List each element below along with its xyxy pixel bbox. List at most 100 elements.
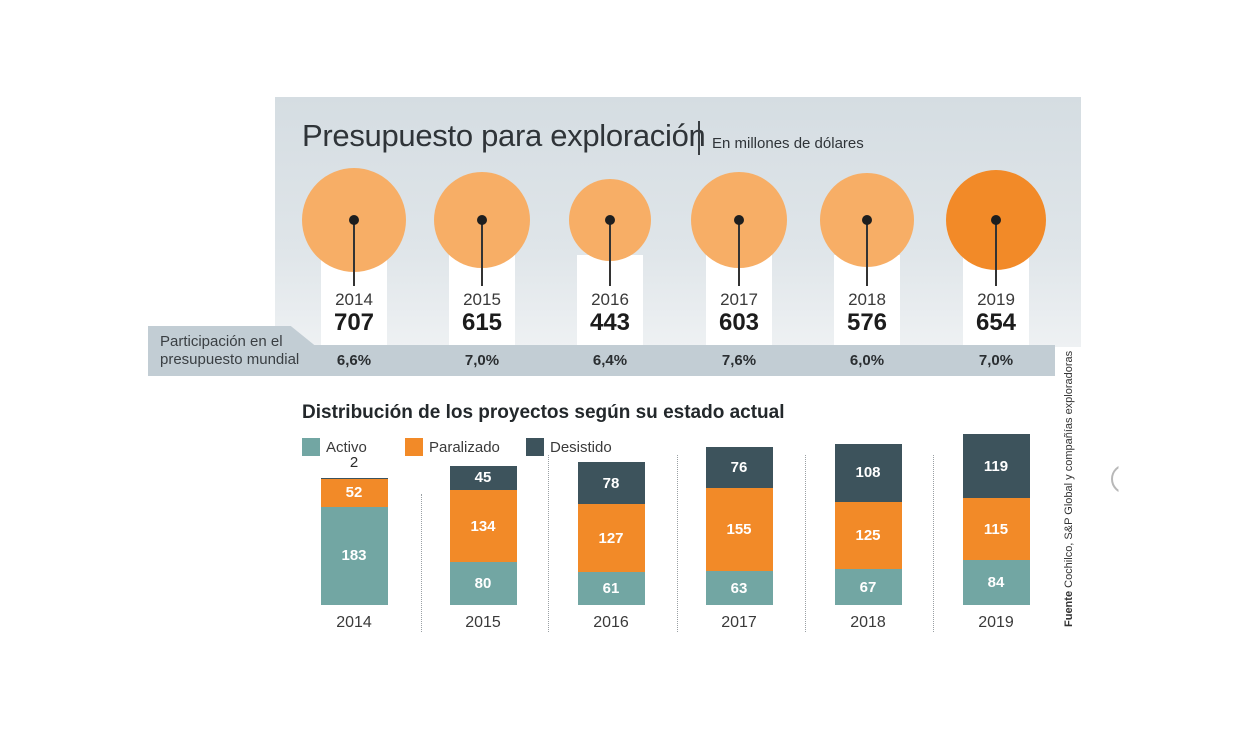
bar-segment-desistido: 76 — [705, 447, 773, 488]
legend-label: Activo — [326, 438, 367, 456]
bar-segment-desistido: 78 — [577, 462, 645, 505]
distribution-title: Distribución de los proyectos según su e… — [302, 402, 785, 423]
bubble-stem — [995, 220, 997, 286]
bar-value-label: 2 — [349, 453, 359, 471]
legend-swatch-activo — [302, 438, 320, 456]
bar-segment-activo: 183 — [320, 506, 388, 605]
share-label-line2: presupuesto mundial — [160, 351, 300, 368]
year-divider — [677, 455, 678, 632]
bar-value-label: 108 — [855, 464, 881, 482]
bubble-center-dot — [349, 215, 359, 225]
bubble-value-label: 443 — [589, 309, 631, 336]
bubble-value-label: 707 — [333, 309, 375, 336]
year-divider — [933, 455, 934, 632]
title-separator — [698, 121, 700, 155]
bubble-value-label: 603 — [718, 309, 760, 336]
legend-swatch-paralizado — [405, 438, 423, 456]
bubble-stem — [481, 220, 483, 286]
bar-value-label: 127 — [598, 529, 624, 547]
share-value-2016: 6,4% — [592, 352, 628, 369]
x-tick-label: 2017 — [721, 614, 757, 631]
bubble-stem — [738, 220, 740, 286]
bubble-value-label: 576 — [846, 309, 888, 336]
share-value-2015: 7,0% — [464, 352, 500, 369]
bar-segment-activo: 80 — [449, 562, 517, 605]
bubble-stem — [609, 220, 611, 286]
bubble-center-dot — [734, 215, 744, 225]
bar-value-label: 67 — [859, 578, 877, 596]
share-value-2018: 6,0% — [849, 352, 885, 369]
x-tick-label: 2016 — [593, 614, 629, 631]
legend-item-activo: Activo — [302, 438, 367, 456]
bar-value-label: 61 — [602, 580, 620, 598]
bubble-year-label: 2016 — [591, 290, 629, 309]
share-label-tab — [148, 326, 318, 348]
bar-segment-paralizado: 52 — [320, 478, 388, 507]
bubble-year-label: 2014 — [335, 290, 373, 309]
bar-value-label: 78 — [602, 474, 620, 492]
bubble-year-label: 2017 — [720, 290, 758, 309]
source-note: Fuente Cochilco, S&P Global y compañías … — [1063, 351, 1075, 627]
bar-value-label: 45 — [474, 469, 492, 487]
chart-subtitle: En millones de dólares — [712, 135, 864, 152]
bubble-year-label: 2018 — [848, 290, 886, 309]
source-text: Cochilco, S&P Global y compañías explora… — [1063, 350, 1075, 588]
bubble-year-label: 2019 — [977, 290, 1015, 309]
bar-value-label: 63 — [730, 579, 748, 597]
bar-segment-paralizado: 125 — [834, 501, 902, 570]
bar-segment-activo: 63 — [705, 571, 773, 605]
bar-segment-activo: 67 — [834, 569, 902, 605]
bar-segment-desistido — [320, 477, 388, 479]
bar-segment-activo: 61 — [577, 572, 645, 605]
legend-label: Paralizado — [429, 438, 500, 456]
bubble-stem — [866, 220, 868, 286]
bar-value-label: 183 — [341, 547, 367, 565]
x-tick-label: 2015 — [465, 614, 501, 631]
year-divider — [548, 455, 549, 632]
bar-segment-desistido: 45 — [449, 465, 517, 491]
bar-value-label: 84 — [987, 573, 1005, 591]
source-label: Fuente — [1063, 590, 1075, 627]
bar-value-label: 76 — [730, 459, 748, 476]
bar-value-label: 134 — [470, 517, 496, 535]
bar-segment-paralizado: 134 — [449, 490, 517, 563]
legend-item-paralizado: Paralizado — [405, 438, 500, 456]
year-divider — [805, 455, 806, 632]
bar-value-label: 115 — [983, 520, 1009, 538]
legend-label: Desistido — [550, 438, 612, 456]
share-label-line1: Participación en el — [160, 333, 283, 350]
bubble-year-label: 2015 — [463, 290, 501, 309]
bar-segment-paralizado: 115 — [962, 498, 1030, 560]
share-bar — [148, 345, 1055, 376]
legend-item-desistido: Desistido — [526, 438, 612, 456]
chart-title: Presupuesto para exploración — [302, 118, 706, 153]
bubble-center-dot — [605, 215, 615, 225]
bubble-center-dot — [477, 215, 487, 225]
bar-segment-paralizado: 155 — [705, 487, 773, 572]
x-tick-label: 2014 — [336, 614, 372, 631]
bar-value-label: 52 — [345, 484, 363, 502]
legend-swatch-desistido — [526, 438, 544, 456]
bar-segment-desistido: 108 — [834, 443, 902, 502]
bar-value-label: 80 — [474, 575, 492, 592]
bar-value-label: 155 — [726, 521, 752, 539]
bar-segment-paralizado: 127 — [577, 504, 645, 573]
share-value-2019: 7,0% — [978, 352, 1014, 369]
bar-value-label: 119 — [983, 457, 1009, 475]
bubble-value-label: 654 — [975, 309, 1017, 336]
bubble-center-dot — [991, 215, 1001, 225]
x-tick-label: 2019 — [978, 614, 1014, 631]
share-value-2014: 6,6% — [336, 352, 372, 369]
carousel-nav-icon[interactable] — [1111, 464, 1119, 494]
share-value-2017: 7,6% — [721, 352, 757, 369]
year-divider — [421, 494, 422, 632]
share-label: Participación en el presupuesto mundial — [160, 333, 299, 369]
bar-segment-desistido: 119 — [962, 434, 1030, 499]
x-tick-label: 2018 — [850, 614, 886, 631]
bar-value-label: 125 — [855, 526, 881, 544]
bubble-center-dot — [862, 215, 872, 225]
bubble-stem — [353, 220, 355, 286]
bubble-value-label: 615 — [461, 309, 503, 336]
bar-segment-activo: 84 — [962, 559, 1030, 605]
